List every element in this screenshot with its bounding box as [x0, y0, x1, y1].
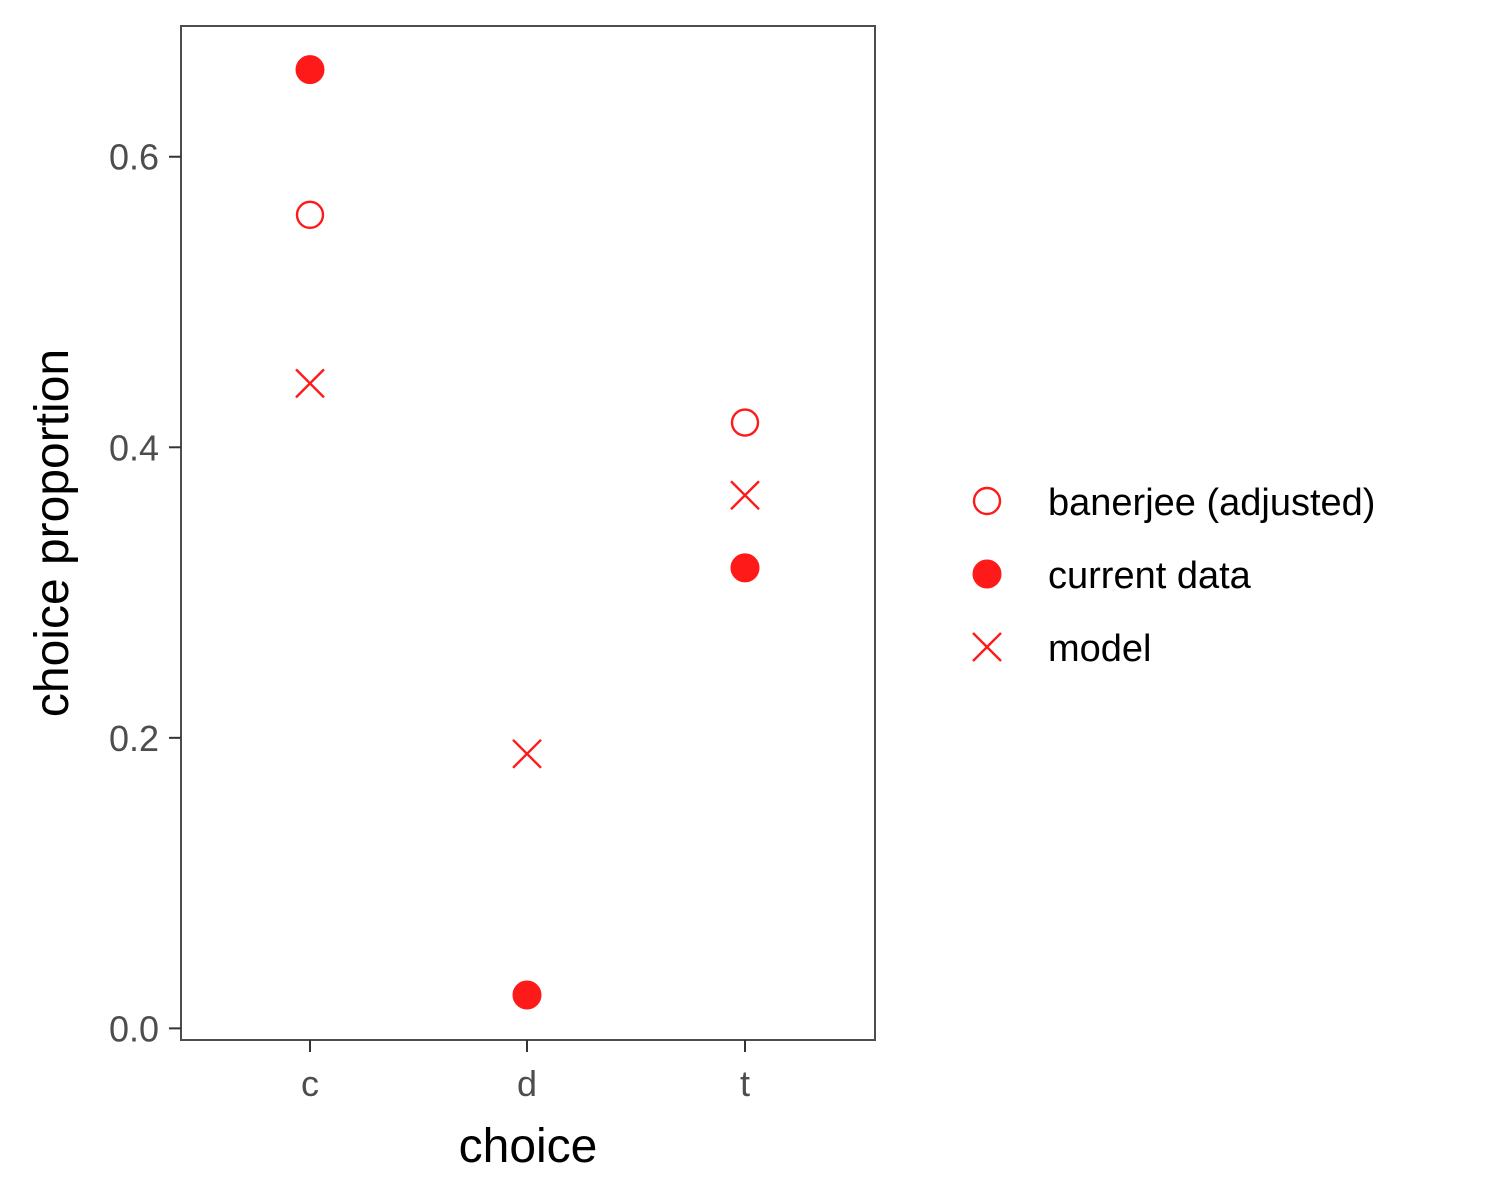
legend-label: banerjee (adjusted) — [1048, 482, 1375, 524]
data-point — [730, 408, 760, 437]
data-point — [295, 55, 325, 85]
x-tick-label: t — [740, 1063, 750, 1104]
y-tick-label: 0.2 — [109, 718, 159, 759]
data-point — [730, 480, 760, 511]
x-axis-title: choice — [459, 1120, 598, 1173]
legend-key — [972, 632, 1002, 662]
legend-item: banerjee (adjusted) — [972, 482, 1375, 524]
legend: banerjee (adjusted) current data model — [972, 482, 1375, 670]
legend-key — [972, 559, 1002, 589]
plot-panel — [180, 25, 876, 1041]
legend-key — [972, 486, 1002, 516]
data-point — [295, 200, 325, 230]
x-tick-label: d — [517, 1063, 537, 1104]
data-points — [295, 55, 760, 1010]
legend-item: current data — [972, 555, 1252, 597]
data-point — [730, 553, 760, 583]
data-point — [512, 738, 542, 769]
legend-item: model — [972, 628, 1152, 670]
legend-label: current data — [1048, 555, 1252, 597]
y-axis-title: choice proportion — [26, 349, 79, 717]
panel-border — [180, 25, 876, 1041]
y-tick-label: 0.4 — [109, 427, 159, 468]
y-tick-label: 0.6 — [109, 137, 159, 178]
legend-label: model — [1048, 628, 1152, 670]
y-tick-label: 0.0 — [109, 1008, 159, 1049]
x-tick-label: c — [301, 1063, 319, 1104]
data-point — [295, 368, 325, 399]
y-axis: 0.0 0.2 0.4 0.6 — [109, 137, 181, 1049]
data-point — [512, 980, 542, 1010]
